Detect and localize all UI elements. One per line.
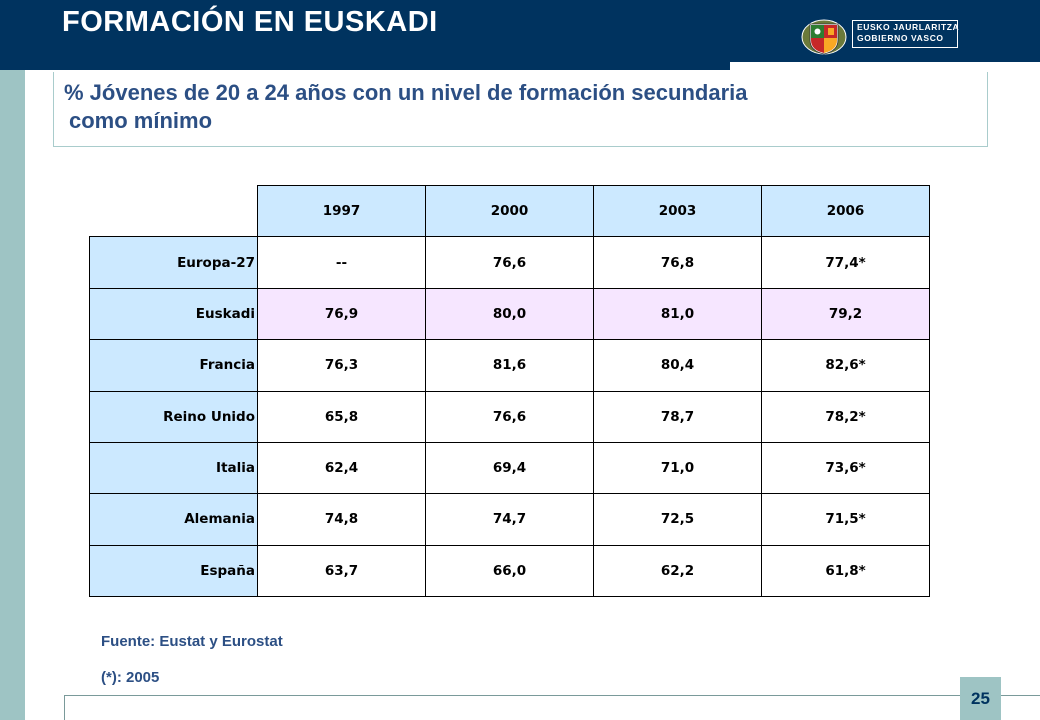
- table-cell: 69,4: [425, 441, 594, 495]
- header-bar: [0, 0, 1040, 62]
- coat-of-arms-icon: [801, 19, 847, 55]
- table-cell: 63,7: [257, 544, 426, 598]
- table-row: España 63,7 66,0 62,2 61,8*: [89, 544, 930, 598]
- subtitle-line-1: % Jóvenes de 20 a 24 años con un nivel d…: [64, 80, 748, 105]
- logo-text-box: EUSKO JAURLARITZA GOBIERNO VASCO: [852, 20, 960, 48]
- header-bar-extension: [0, 62, 730, 70]
- table-row: Francia 76,3 81,6 80,4 82,6*: [89, 339, 930, 392]
- table-cell: 80,0: [425, 287, 594, 341]
- table-cell: 78,7: [593, 390, 762, 443]
- table-cell: 65,8: [257, 390, 426, 443]
- year-header: 2006: [761, 184, 930, 238]
- logo-text-basque: EUSKO JAURLARITZA: [857, 22, 960, 32]
- table-cell: 72,5: [593, 493, 762, 546]
- table-cell: 76,8: [593, 236, 762, 289]
- table-cell: 66,0: [425, 544, 594, 598]
- table-cell: 76,6: [425, 236, 594, 289]
- page-number: 25: [960, 677, 1001, 720]
- table-cell: 80,4: [593, 339, 762, 392]
- table-row-highlighted: Euskadi 76,9 80,0 81,0 79,2: [89, 287, 930, 341]
- table-cell: 61,8*: [761, 544, 930, 598]
- footer-divider: [64, 695, 1040, 696]
- source-note: Fuente: Eustat y Eurostat: [101, 633, 283, 650]
- year-header: 2000: [425, 184, 594, 238]
- table-cell: 78,2*: [761, 390, 930, 443]
- table-header-row: 1997 2000 2003 2006: [89, 184, 930, 238]
- table-cell: 73,6*: [761, 441, 930, 495]
- row-label: Reino Unido: [89, 390, 258, 443]
- subtitle-frame: [53, 72, 988, 147]
- table-cell: 81,6: [425, 339, 594, 392]
- row-label: Europa-27: [89, 236, 258, 289]
- page-title: FORMACIÓN EN EUSKADI: [62, 6, 438, 38]
- table-cell: 76,6: [425, 390, 594, 443]
- footer-divider-tick: [64, 695, 65, 720]
- table-cell: 79,2: [761, 287, 930, 341]
- row-label: Euskadi: [89, 287, 258, 341]
- basque-government-logo: EUSKO JAURLARITZA GOBIERNO VASCO: [800, 18, 962, 55]
- table-cell: 74,8: [257, 493, 426, 546]
- table-cell: 82,6*: [761, 339, 930, 392]
- table-row: Italia 62,4 69,4 71,0 73,6*: [89, 441, 930, 495]
- table-cell: 81,0: [593, 287, 762, 341]
- table-cell: 71,0: [593, 441, 762, 495]
- logo-text-spanish: GOBIERNO VASCO: [857, 33, 944, 43]
- table-cell: 62,2: [593, 544, 762, 598]
- table-corner: [89, 185, 258, 237]
- table-cell: 71,5*: [761, 493, 930, 546]
- row-label: Italia: [89, 441, 258, 495]
- table-cell: 74,7: [425, 493, 594, 546]
- row-label: Francia: [89, 339, 258, 392]
- row-label: España: [89, 544, 258, 598]
- table-cell: 62,4: [257, 441, 426, 495]
- education-table: 1997 2000 2003 2006 Europa-27 -- 76,6 76…: [89, 184, 930, 598]
- year-header: 1997: [257, 184, 426, 238]
- slide-subtitle: % Jóvenes de 20 a 24 años con un nivel d…: [64, 79, 964, 135]
- table-cell: 77,4*: [761, 236, 930, 289]
- table-cell: --: [257, 236, 426, 289]
- left-accent-stripe: [0, 70, 25, 720]
- table-row: Alemania 74,8 74,7 72,5 71,5*: [89, 493, 930, 546]
- footnote: (*): 2005: [101, 669, 160, 686]
- table-cell: 76,9: [257, 287, 426, 341]
- year-header: 2003: [593, 184, 762, 238]
- table-row: Reino Unido 65,8 76,6 78,7 78,2*: [89, 390, 930, 443]
- subtitle-line-2: como mínimo: [69, 108, 213, 133]
- row-label: Alemania: [89, 493, 258, 546]
- table-cell: 76,3: [257, 339, 426, 392]
- table-row: Europa-27 -- 76,6 76,8 77,4*: [89, 236, 930, 289]
